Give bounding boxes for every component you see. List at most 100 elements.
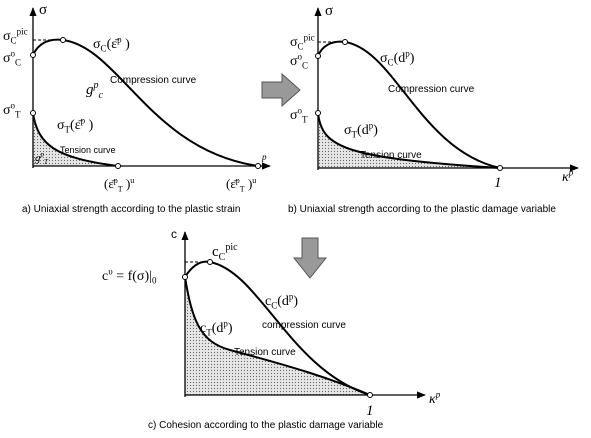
label-part: p: [81, 115, 86, 125]
label-part: σ: [325, 3, 333, 19]
point: [30, 52, 36, 58]
label-part: σ: [290, 108, 298, 123]
label-part: 0: [152, 276, 157, 286]
label-part: C: [302, 61, 308, 71]
tension-curve: [32, 112, 119, 167]
label-part: pic: [225, 242, 238, 253]
label-part: κ: [562, 170, 569, 185]
panel-c: [181, 231, 426, 399]
label-part: ): [293, 294, 298, 309]
label-part: p: [114, 176, 118, 185]
label-part: (σ): [132, 269, 149, 284]
label: Tension curve: [360, 150, 422, 161]
label-part: u: [252, 176, 256, 185]
label-part: T: [352, 130, 358, 140]
label: Tension curve: [234, 347, 296, 358]
label-part: c: [171, 227, 177, 241]
label-part: Tension curve: [360, 150, 422, 161]
label: σoT: [290, 105, 308, 124]
label-part: =: [113, 269, 128, 284]
label-part: 1: [366, 403, 374, 419]
label: κp: [429, 389, 441, 407]
label-part: σ: [380, 51, 388, 66]
label-part: pic: [304, 32, 315, 42]
label-part: σ: [3, 103, 11, 118]
label-part: T: [15, 110, 21, 120]
point: [255, 163, 261, 169]
label: σ: [325, 3, 333, 19]
label-part: (ε̄: [70, 118, 84, 133]
label-part: Compression curve: [110, 75, 197, 86]
label-part: u: [130, 176, 134, 185]
label: σ: [39, 2, 47, 18]
label: σT(dp): [344, 120, 378, 139]
label-part: C: [388, 58, 394, 68]
caption: a) Uniaxial strength according to the pl…: [22, 204, 240, 215]
compression-curve: [184, 260, 371, 396]
label-part: o: [11, 48, 16, 58]
label-part: ): [373, 123, 378, 138]
label-part: c: [102, 269, 108, 284]
label-part: o: [298, 51, 303, 61]
point: [182, 274, 188, 280]
label: σoT: [3, 100, 21, 119]
label: σoC: [3, 48, 21, 67]
label: σT(ε̄p ): [57, 115, 94, 134]
tension-area: [185, 277, 370, 395]
label-part: C: [219, 252, 226, 263]
caption: c) Cohesion according to the plastic dam…: [148, 420, 384, 431]
label: σC(ε̄p ): [93, 34, 130, 53]
panel-b: [314, 7, 579, 172]
label-part: κ: [429, 392, 436, 407]
label-part: T: [118, 184, 123, 193]
label-part: p: [261, 152, 267, 162]
label: Compression curve: [110, 75, 197, 86]
label-part: σ: [3, 51, 11, 66]
label-part: C: [271, 301, 277, 311]
label: σCpic: [3, 26, 28, 45]
label-part: ): [122, 37, 131, 52]
label-part: pic: [17, 26, 28, 36]
label-part: o: [11, 100, 16, 110]
label: cυ = f(σ)|0: [102, 266, 157, 285]
point: [30, 110, 36, 116]
tension-area: [33, 113, 118, 166]
label-part: |: [149, 269, 152, 284]
label: 1: [366, 403, 374, 419]
label: (ε̄pT )u: [226, 176, 256, 193]
label: 1: [494, 175, 502, 191]
point: [367, 392, 373, 398]
label-part: c: [200, 321, 206, 336]
label-part: p: [405, 48, 410, 58]
label-part: ): [123, 176, 131, 191]
label-part: σ: [57, 118, 65, 133]
label-part: ): [245, 176, 253, 191]
label-part: (d: [277, 294, 289, 309]
label-part: (ε̄: [107, 37, 121, 52]
label-part: p: [40, 151, 45, 159]
label-part: σ: [39, 2, 47, 18]
label-part: (ε̄: [104, 176, 116, 191]
caption: b) Uniaxial strength according to the pl…: [288, 204, 556, 215]
label-part: (d: [394, 51, 406, 66]
label: Compression curve: [388, 84, 475, 95]
label-part: compression curve: [262, 320, 346, 331]
label-part: ): [85, 118, 94, 133]
label-part: σ: [344, 123, 352, 138]
point: [315, 110, 321, 116]
label-part: C: [11, 36, 17, 46]
label: c: [171, 227, 177, 241]
label: κp: [562, 167, 574, 185]
label-part: g: [86, 82, 94, 98]
label-part: T: [65, 125, 71, 135]
label-part: Tension curve: [60, 145, 116, 155]
label-part: p: [369, 120, 374, 130]
label: σoC: [290, 51, 308, 70]
point: [497, 165, 503, 171]
label-part: T: [240, 184, 245, 193]
compression-curve: [32, 38, 259, 167]
label: Tension curve: [60, 145, 116, 155]
label-part: Tension curve: [234, 347, 296, 358]
label: (ε̄pT )u: [104, 176, 134, 193]
tension-curve: [317, 112, 501, 169]
